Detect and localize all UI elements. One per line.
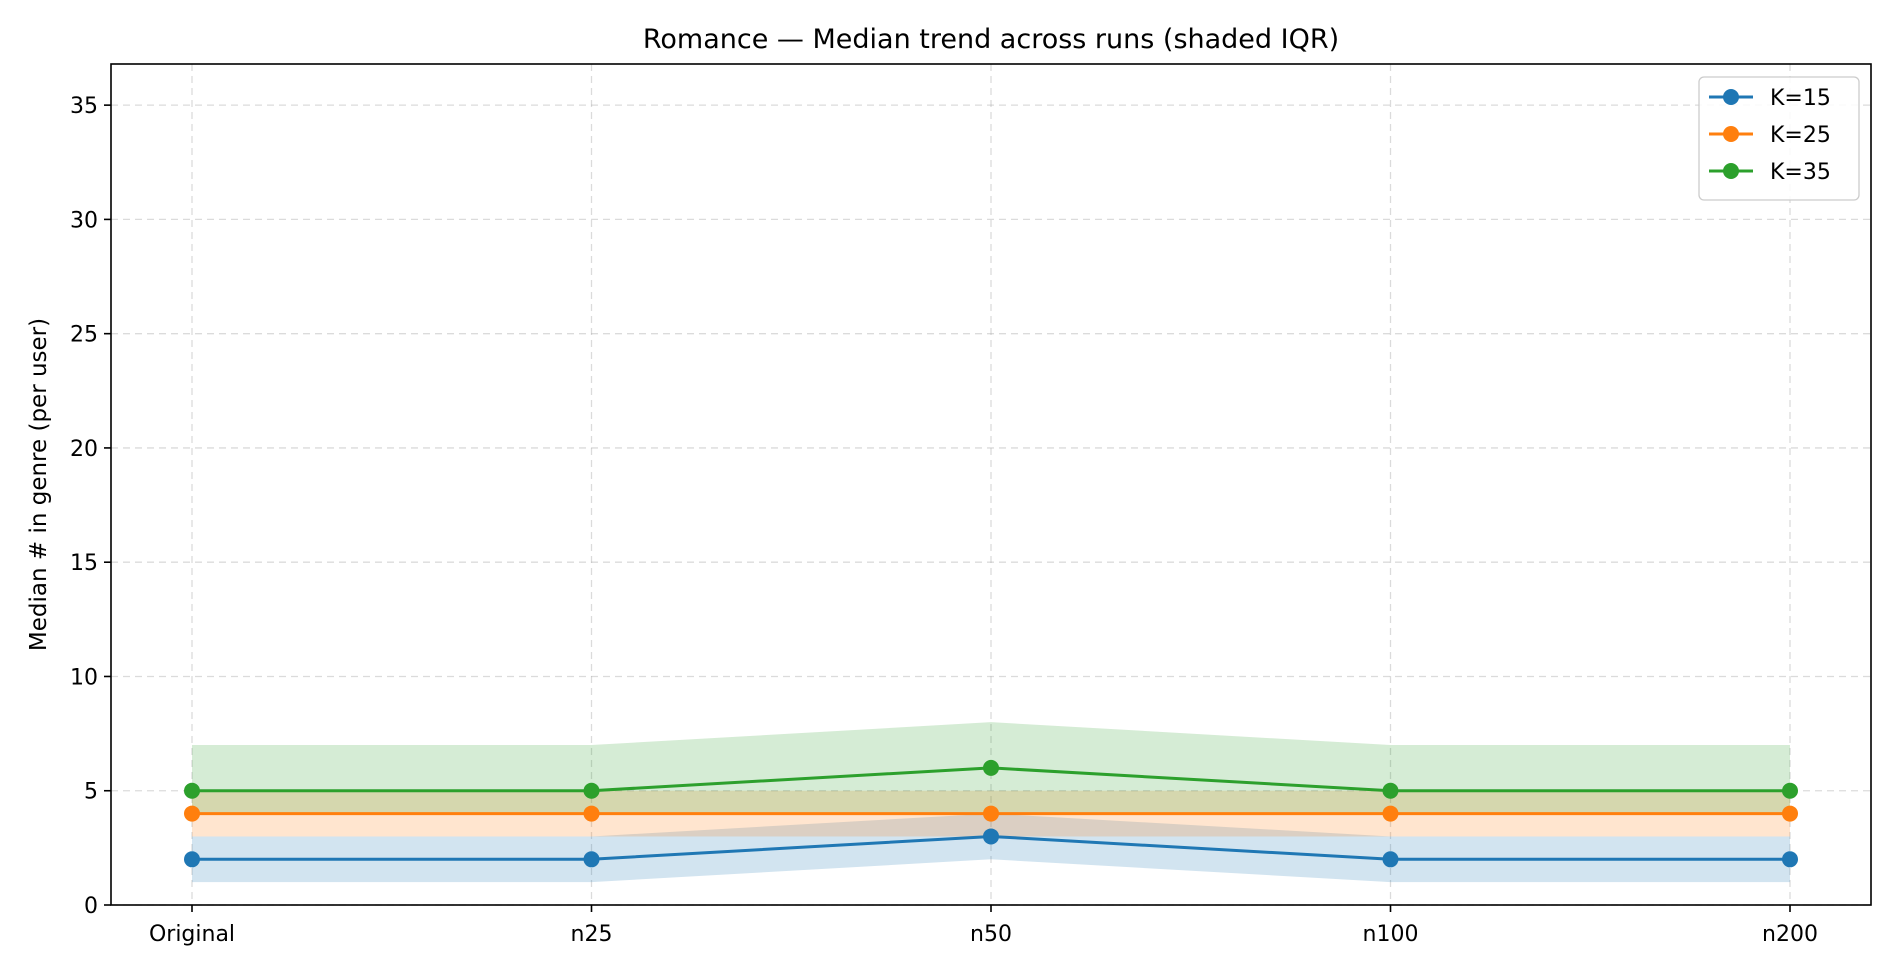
y-tick-label: 0 [84, 894, 98, 919]
data-point [583, 851, 600, 868]
data-point [1782, 805, 1798, 822]
y-tick-label: 25 [70, 323, 98, 348]
legend-marker [1723, 126, 1739, 142]
y-tick-label: 35 [70, 94, 98, 119]
legend-marker [1723, 89, 1739, 105]
data-point [184, 851, 200, 868]
legend: K=15 K=25 K=35 [1698, 76, 1860, 201]
x-tick-label: n200 [1762, 922, 1818, 947]
data-point [583, 782, 600, 799]
y-tick-label: 30 [70, 208, 98, 233]
data-point [184, 782, 200, 799]
data-point [983, 759, 999, 776]
data-point [583, 805, 600, 822]
x-tick-label: n25 [571, 922, 613, 947]
x-tick-label: Original [149, 922, 235, 947]
legend-box [1698, 76, 1860, 201]
y-tick-label: 15 [70, 551, 98, 576]
y-tick-label: 20 [70, 437, 98, 462]
legend-marker [1723, 163, 1739, 179]
x-axis-ticks: Original n25 n50 n100 n200 [149, 905, 1818, 947]
legend-label: K=35 [1770, 160, 1831, 185]
data-point [983, 828, 999, 845]
data-point [1382, 851, 1399, 868]
data-point [1782, 851, 1798, 868]
x-tick-label: n50 [970, 922, 1012, 947]
data-point [1382, 805, 1399, 822]
data-point [184, 805, 200, 822]
y-axis-ticks: 0 5 10 15 20 25 30 35 [70, 94, 111, 919]
y-tick-label: 10 [70, 665, 98, 690]
x-tick-label: n100 [1363, 922, 1419, 947]
data-point [1782, 782, 1798, 799]
y-axis-label: Median # in genre (per user) [26, 318, 52, 651]
series-markers [184, 759, 1798, 868]
y-tick-label: 5 [84, 780, 98, 805]
chart-title: Romance — Median trend across runs (shad… [643, 24, 1339, 55]
legend-label: K=15 [1770, 86, 1831, 111]
legend-label: K=25 [1770, 123, 1831, 148]
data-point [983, 805, 999, 822]
data-point [1382, 782, 1399, 799]
